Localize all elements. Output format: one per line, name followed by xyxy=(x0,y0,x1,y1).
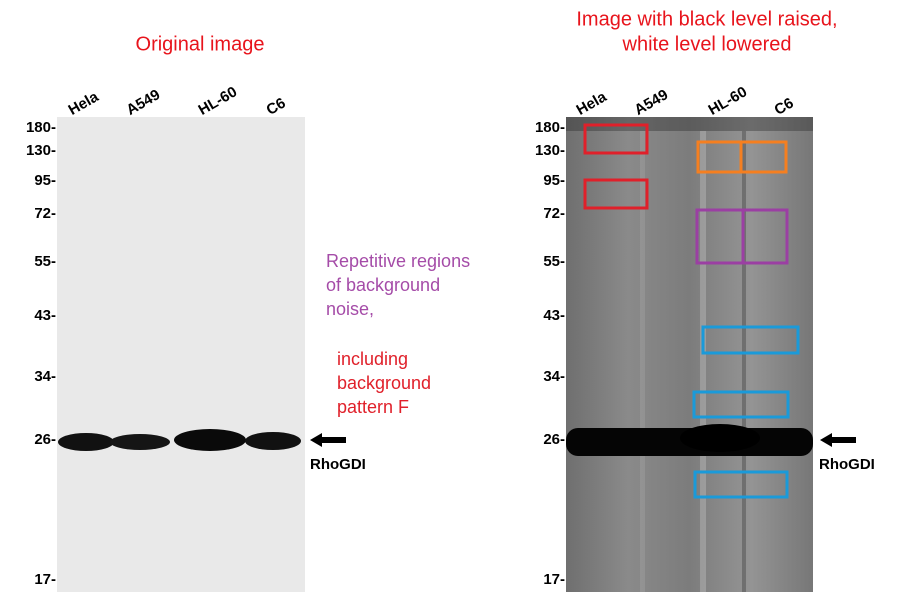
lane-label: HL-60 xyxy=(195,83,240,119)
annotation: Repetitive regions xyxy=(326,251,470,271)
marker-label: 26- xyxy=(34,431,56,448)
marker-label: 55- xyxy=(543,253,565,270)
annotation: noise, xyxy=(326,299,374,319)
band-label: RhoGDI xyxy=(819,456,875,473)
marker-label: 17- xyxy=(34,571,56,588)
marker-label: 43- xyxy=(543,307,565,324)
marker-label: 95- xyxy=(543,172,565,189)
marker-label: 43- xyxy=(34,307,56,324)
lane-label: HL-60 xyxy=(705,83,750,119)
arrow xyxy=(310,433,346,447)
panel-title: white level lowered xyxy=(622,33,792,55)
marker-label: 130- xyxy=(26,142,56,159)
highlight-boxes xyxy=(583,123,800,499)
bands-enhanced xyxy=(566,424,813,456)
marker-label: 55- xyxy=(34,253,56,270)
marker-label: 72- xyxy=(543,205,565,222)
lane-label: Hela xyxy=(65,88,102,119)
marker-label: 34- xyxy=(543,368,565,385)
annotation: including xyxy=(337,349,408,369)
lane-label: C6 xyxy=(263,95,288,119)
lane-label: A549 xyxy=(631,86,671,119)
marker-label: 95- xyxy=(34,172,56,189)
panel-title: Original image xyxy=(136,33,265,55)
panel-title: Image with black level raised, xyxy=(576,8,837,30)
annotation: of background xyxy=(326,275,440,295)
marker-label: 180- xyxy=(26,119,56,136)
lane-label: C6 xyxy=(771,95,796,119)
marker-label: 26- xyxy=(543,431,565,448)
marker-label: 180- xyxy=(535,119,565,136)
blot-original xyxy=(57,117,305,592)
marker-label: 130- xyxy=(535,142,565,159)
band-label: RhoGDI xyxy=(310,456,366,473)
marker-label: 72- xyxy=(34,205,56,222)
marker-label: 34- xyxy=(34,368,56,385)
lane-label: A549 xyxy=(123,86,163,119)
annotation: pattern F xyxy=(337,397,409,417)
lane-label: Hela xyxy=(573,88,610,119)
arrow xyxy=(820,433,856,447)
bands-original xyxy=(58,429,301,451)
annotation: background xyxy=(337,373,431,393)
marker-label: 17- xyxy=(543,571,565,588)
